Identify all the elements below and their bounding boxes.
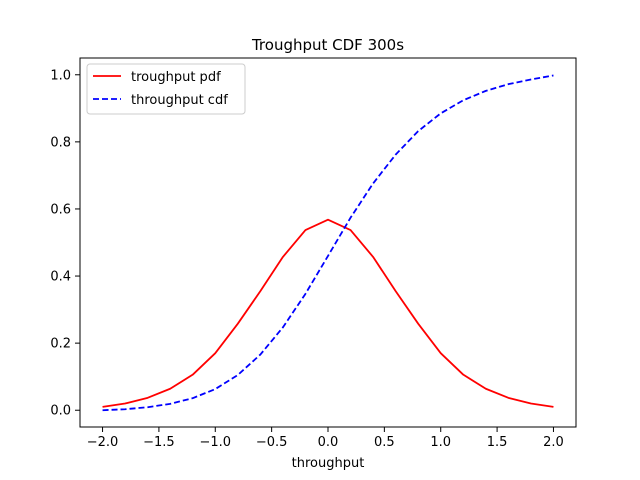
- x-tick-label: −1.5: [143, 435, 175, 450]
- x-tick-label: 1.5: [487, 435, 508, 450]
- x-tick-label: 0.0: [318, 435, 339, 450]
- legend-label-pdf: troughput pdf: [131, 70, 221, 85]
- y-tick-label: 0.6: [50, 202, 71, 217]
- y-axis-ticks: 0.0 0.2 0.4 0.6 0.8 1.0: [50, 68, 80, 419]
- series-line-0: [102, 218, 554, 408]
- x-tick-label: −2.0: [87, 435, 119, 450]
- x-axis-label: throughput: [292, 456, 365, 471]
- chart-title: Troughput CDF 300s: [251, 36, 404, 54]
- legend-label-cdf: throughput cdf: [131, 93, 228, 108]
- y-tick-label: 0.0: [50, 404, 71, 419]
- x-tick-label: 0.5: [374, 435, 395, 450]
- series-layer: [102, 74, 554, 412]
- y-tick-label: 0.8: [50, 135, 71, 150]
- legend-box: [86, 63, 246, 115]
- x-tick-label: −0.5: [256, 435, 288, 450]
- y-tick-label: 0.2: [50, 337, 71, 352]
- x-axis-ticks: −2.0 −1.5 −1.0 −0.5 0.0 0.5 1.0 1.5 2.0: [87, 427, 564, 450]
- series-line-1: [102, 74, 554, 412]
- x-tick-label: −1.0: [199, 435, 231, 450]
- x-tick-label: 1.0: [430, 435, 451, 450]
- x-tick-label: 2.0: [543, 435, 564, 450]
- y-tick-label: 1.0: [50, 68, 71, 83]
- legend: troughput pdf throughput cdf: [86, 63, 246, 115]
- y-tick-label: 0.4: [50, 270, 71, 285]
